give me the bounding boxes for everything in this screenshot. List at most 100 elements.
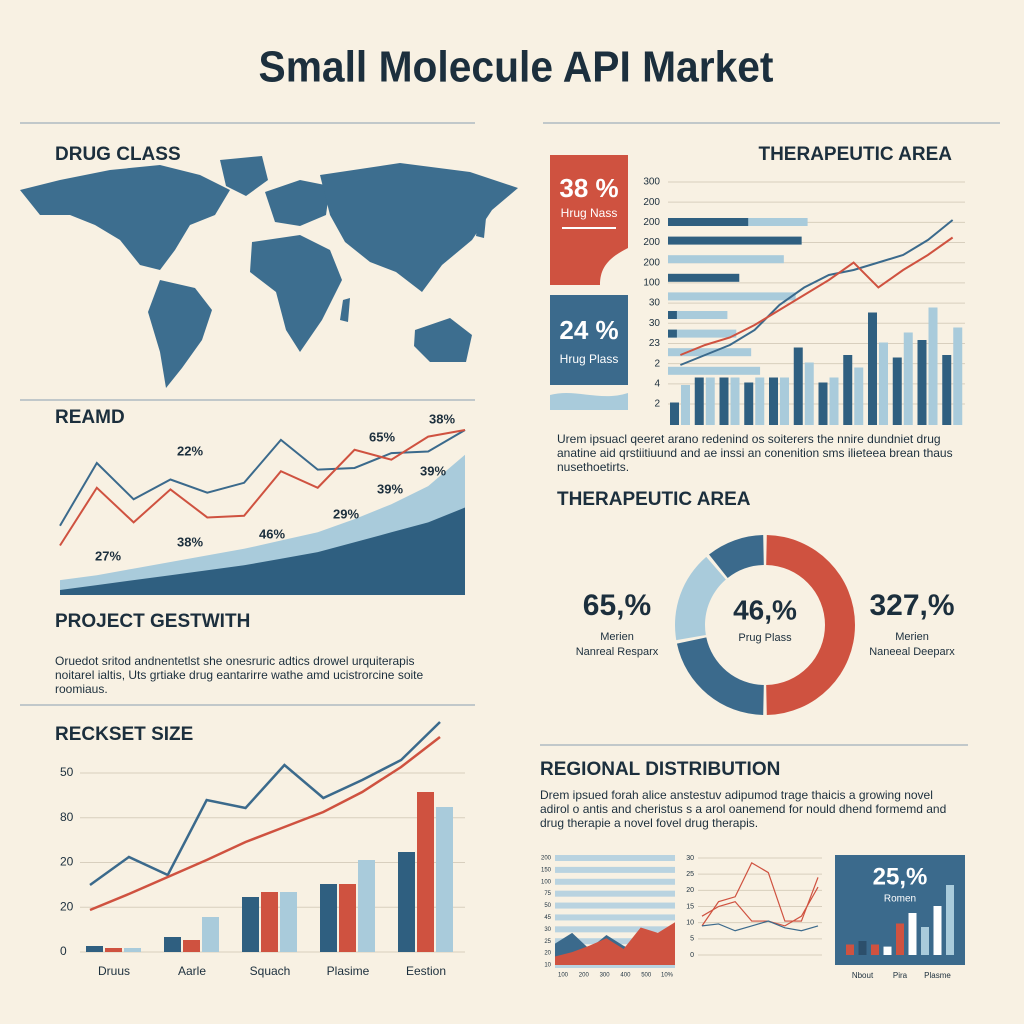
y-tick-label: 20 [544, 951, 551, 957]
hbar [668, 273, 740, 282]
continent [250, 235, 342, 352]
y-tick-label: 30 [544, 927, 551, 933]
separators [20, 122, 1000, 746]
section-heading: RECKSET SIZE [55, 724, 193, 745]
donut-center-label: Prug Plass [738, 632, 792, 644]
bar [705, 377, 715, 425]
hbar [668, 218, 749, 226]
y-tick-label: 2 [654, 399, 660, 410]
bar [933, 906, 942, 955]
stat-label: Hrug Nass [561, 206, 618, 220]
hbar [668, 292, 796, 301]
continent [265, 180, 330, 226]
bar [202, 917, 219, 952]
y-tick-label: 50 [60, 765, 74, 779]
x-tick-label: Plasime [327, 964, 370, 978]
paragraph-line: nusethoetirts. [557, 460, 629, 474]
y-tick-label: 300 [643, 177, 660, 188]
y-tick-label: 4 [654, 378, 660, 389]
bar [694, 377, 704, 425]
bar [339, 884, 356, 952]
bar [398, 852, 415, 952]
line [59, 429, 466, 547]
x-tick-label: Squach [250, 964, 291, 978]
stripe [555, 914, 675, 921]
bar [946, 885, 954, 955]
continent [320, 163, 518, 292]
side-label: Merien [895, 631, 929, 643]
bar [843, 355, 853, 425]
y-tick-label: 0 [690, 952, 694, 959]
bar [908, 913, 917, 955]
bar [871, 944, 879, 955]
section-heading: REAMD [55, 407, 125, 428]
bar [846, 944, 854, 955]
annotation: 38% [429, 411, 455, 426]
stat-value: 38 % [559, 173, 618, 203]
stripe [555, 855, 675, 861]
bar [730, 377, 740, 425]
bar [124, 948, 141, 952]
bar [436, 807, 453, 952]
bar [105, 948, 122, 952]
y-tick-label: 50 [544, 903, 551, 909]
annotation: 27% [95, 548, 121, 563]
stat-box [550, 295, 628, 385]
y-tick-label: 25 [544, 939, 551, 945]
stripe [555, 866, 675, 873]
annotation: 22% [177, 443, 203, 458]
paragraph-line: Drem ipsued forah alice anstestuv adipum… [540, 788, 933, 802]
x-tick-label: 400 [620, 973, 631, 979]
paragraph-line: adirol o antis and cheristus s a arol oa… [540, 802, 946, 816]
hbar [668, 329, 677, 338]
area [555, 922, 675, 965]
bar [793, 347, 803, 425]
y-tick-label: 10 [686, 920, 694, 927]
paragraph-line: roomiaus. [55, 682, 108, 696]
line [89, 721, 441, 887]
y-tick-label: 2 [654, 358, 660, 369]
y-tick-label: 100 [643, 278, 660, 289]
bar [896, 923, 904, 955]
bar [879, 342, 888, 425]
annotation: 46% [259, 526, 285, 541]
paragraph-line: Urem ipsuacl qeeret arano redenind os so… [557, 432, 941, 446]
bar [883, 946, 892, 955]
continent [148, 280, 212, 388]
section-heading: DRUG CLASS [55, 144, 181, 165]
line [701, 920, 819, 932]
bar [892, 357, 902, 425]
line [701, 862, 819, 927]
y-tick-label: 200 [643, 197, 660, 208]
paragraph-line: noitarel ialtis, Uts grtiake drug eantar… [55, 668, 423, 682]
wave [550, 392, 628, 410]
title: Small Molecule API Market [259, 43, 774, 92]
bar [164, 937, 181, 952]
x-tick-label: Aarle [178, 964, 206, 978]
donut-center-value: 46,% [733, 594, 797, 625]
bar [780, 377, 789, 425]
hbar [668, 311, 728, 319]
bar [320, 884, 337, 952]
bar [719, 377, 729, 425]
world-map [20, 156, 518, 388]
panel-value: 25,% [873, 863, 928, 890]
y-tick-label: 75 [544, 891, 551, 897]
section-heading: PROJECT GESTWITH [55, 611, 250, 632]
y-tick-label: 200 [643, 257, 660, 268]
stripe [555, 902, 675, 909]
paragraph-line: Oruedot sritod andnentetlst she onesruri… [55, 654, 415, 668]
hbar [668, 236, 802, 245]
y-tick-label: 25 [686, 871, 694, 878]
donut-segment [676, 637, 764, 715]
annotation: 39% [377, 481, 403, 496]
stat-label: Hrug Plass [560, 352, 619, 366]
y-tick-label: 20 [60, 899, 74, 913]
section-heading: THERAPEUTIC AREA [758, 144, 952, 165]
y-tick-label: 150 [541, 867, 552, 873]
bar [903, 332, 913, 425]
bar [358, 860, 375, 952]
annotation: 29% [333, 506, 359, 521]
side-value: 327,% [869, 589, 954, 622]
